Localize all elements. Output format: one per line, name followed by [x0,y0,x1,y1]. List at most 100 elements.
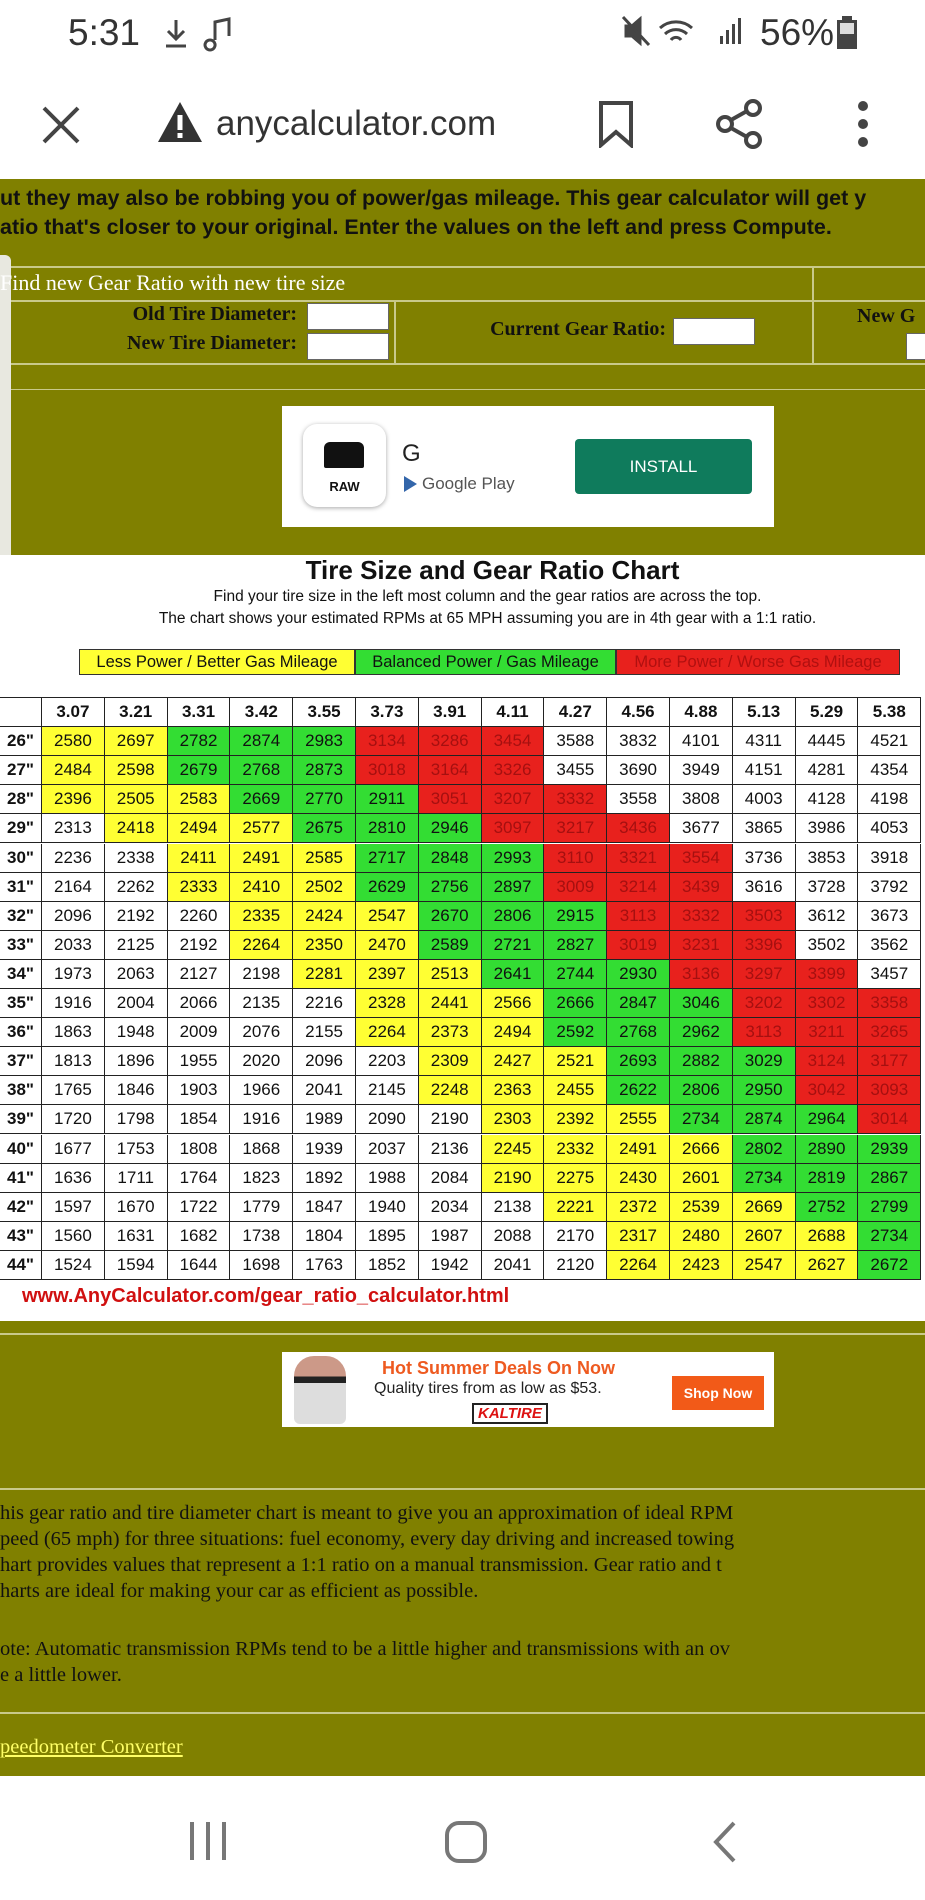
note-text: e a little lower. [0,1664,122,1686]
rpm-cell: 3503 [732,901,796,931]
rpm-cell: 2964 [795,1105,859,1135]
rpm-cell: 3046 [670,989,733,1019]
rpm-cell: 2484 [42,756,105,786]
rpm-cell: 3093 [858,1076,922,1106]
rpm-cell: 2734 [858,1221,922,1251]
description-text: hart provides values that represent a 1:… [0,1554,722,1576]
rpm-cell: 1916 [42,989,105,1019]
rpm-cell: 2939 [858,1134,922,1164]
rpm-cell: 2335 [230,901,294,931]
description-text: peed (65 mph) for three situations: fuel… [0,1528,735,1550]
rpm-cell: 1854 [167,1105,231,1135]
tire-size: 28" [0,785,42,815]
rpm-cell: 4003 [732,785,796,815]
rpm-cell: 3014 [858,1105,922,1135]
tire-size: 39" [0,1105,42,1135]
rpm-cell: 2983 [293,727,356,757]
menu-button[interactable] [856,100,870,148]
rpm-cell: 2020 [230,1047,294,1077]
tire-size: 43" [0,1221,42,1251]
rpm-cell: 2799 [858,1192,922,1222]
rpm-cell: 2423 [670,1250,733,1280]
bookmark-button[interactable] [596,100,636,148]
current-ratio-input[interactable] [673,318,755,345]
rpm-cell: 3918 [858,843,922,873]
chart-note: The chart shows your estimated RPMs at 6… [158,610,817,627]
rpm-cell: 3042 [795,1076,859,1106]
description-text: harts are ideal for making your car as e… [0,1580,479,1602]
rpm-cell: 2666 [544,989,608,1019]
rpm-cell: 3949 [670,756,733,786]
chart-note: Find your tire size in the left most col… [213,588,762,605]
rpm-cell: 1753 [104,1134,168,1164]
rpm-cell: 2192 [167,930,231,960]
chart-url: www.AnyCalculator.com/gear_ratio_calcula… [22,1285,510,1307]
rpm-cell: 2264 [230,930,294,960]
share-button[interactable] [715,98,765,150]
rpm-cell: 2063 [104,959,168,989]
rpm-cell: 3177 [858,1047,922,1077]
rpm-cell: 1597 [42,1192,105,1222]
rpm-cell: 3113 [607,901,670,931]
field-label: New G [857,305,916,327]
rpm-cell: 2566 [481,989,545,1019]
new-tire-input[interactable] [307,333,389,360]
rpm-cell: 1631 [104,1221,168,1251]
rpm-cell: 1966 [230,1076,294,1106]
old-tire-input[interactable] [307,303,389,330]
rpm-cell: 1939 [293,1134,356,1164]
rpm-cell: 2264 [356,1018,419,1048]
ad-banner[interactable]: Hot Summer Deals On Now Quality tires fro… [282,1352,774,1427]
rpm-cell: 2930 [607,959,670,989]
rpm-cell: 2424 [293,901,356,931]
rpm-cell: 2076 [230,1018,294,1048]
close-tab[interactable] [40,104,82,146]
new-ratio-input[interactable] [906,333,925,360]
rpm-cell: 2867 [858,1163,922,1193]
tire-size: 27" [0,756,42,786]
rpm-cell: 2962 [670,1018,733,1048]
rpm-cell: 1644 [167,1250,231,1280]
rpm-cell: 3202 [732,989,796,1019]
rpm-cell: 2313 [42,814,105,844]
ad-banner[interactable]: RAW G Google Play INSTALL [282,406,774,527]
home-button[interactable] [444,1820,488,1864]
url[interactable]: anycalculator.com [216,104,497,143]
ratio-header: 4.11 [481,698,545,728]
back-button[interactable] [710,1820,740,1864]
description-text: his gear ratio and tire diameter chart i… [0,1502,734,1524]
security-warning-icon[interactable] [156,100,204,144]
rpm-cell: 2096 [42,901,105,931]
rpm-cell: 3134 [356,727,419,757]
rpm-cell: 2372 [607,1192,670,1222]
rpm-cell: 2882 [670,1047,733,1077]
install-button[interactable]: INSTALL [575,439,752,494]
rpm-cell: 1594 [104,1250,168,1280]
rpm-cell: 3439 [670,872,733,902]
gear-ratio-table: 3.07 3.21 3.31 3.42 3.55 3.73 3.91 4.11 4.27 4.56… [0,697,922,1280]
rpm-cell: 2505 [104,785,168,815]
speedometer-link[interactable]: peedometer Converter [0,1736,183,1758]
ad-brand: KALTIRE [472,1403,548,1424]
ad-headline: Hot Summer Deals On Now [382,1358,616,1378]
note-text: ote: Automatic transmission RPMs tend to… [0,1638,730,1660]
rpm-cell: 2555 [607,1105,670,1135]
tire-size: 38" [0,1076,42,1106]
rpm-cell: 1636 [42,1163,105,1193]
shop-now-button[interactable]: Shop Now [672,1376,764,1410]
rpm-cell: 3865 [732,814,796,844]
rpm-cell: 2802 [732,1134,796,1164]
status-icons-left [166,17,231,52]
rpm-cell: 2009 [167,1018,231,1048]
tire-size: 41" [0,1163,42,1193]
rpm-cell: 2993 [481,843,545,873]
rpm-cell: 3690 [607,756,670,786]
rpm-cell: 3832 [607,727,670,757]
rpm-cell: 1798 [104,1105,168,1135]
rpm-cell: 2491 [607,1134,670,1164]
rpm-cell: 2441 [418,989,482,1019]
tire-size: 35" [0,989,42,1019]
rpm-cell: 1868 [230,1134,294,1164]
recent-apps-button[interactable] [186,1820,230,1862]
field-label: Current Gear Ratio: [490,318,666,340]
